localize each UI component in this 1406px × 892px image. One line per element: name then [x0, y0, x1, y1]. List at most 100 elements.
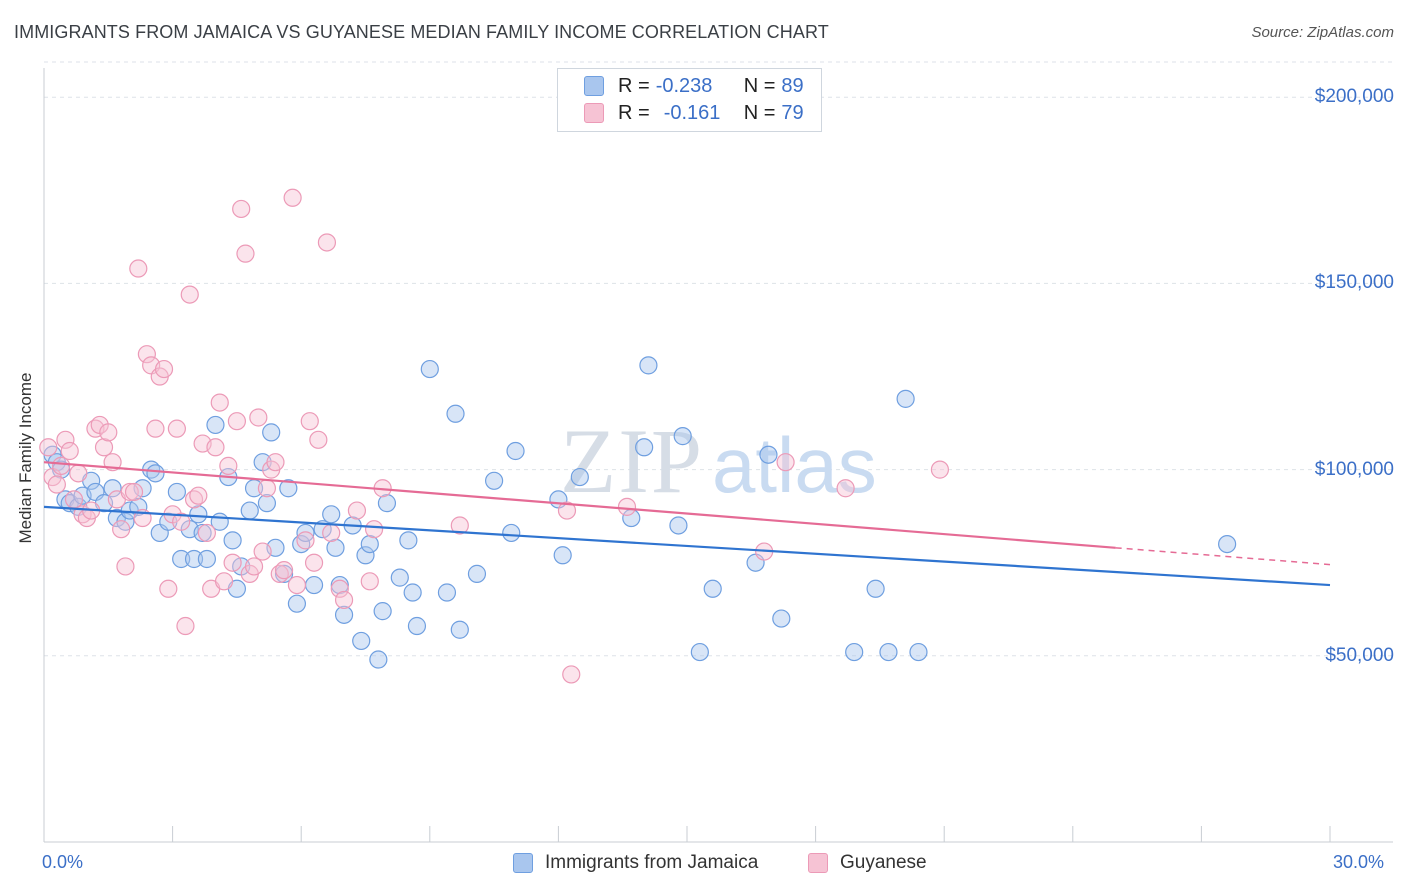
data-point [236, 244, 255, 263]
data-point [56, 430, 75, 449]
y-axis-label: Median Family Income [16, 372, 35, 544]
series-legend-label: Guyanese [840, 852, 927, 873]
data-point [197, 523, 216, 543]
trend-line-extension [1115, 547, 1331, 566]
data-point [369, 650, 388, 669]
y-tick-label: $150,000 [1314, 272, 1394, 294]
data-point [64, 490, 84, 509]
data-point [506, 441, 525, 461]
data-point [467, 564, 487, 583]
data-point [485, 471, 504, 490]
data-point [159, 579, 178, 598]
data-point [334, 590, 354, 610]
data-point [360, 534, 379, 554]
data-point [930, 460, 950, 479]
data-point [300, 412, 319, 431]
data-point [60, 441, 79, 461]
data-point [373, 602, 392, 621]
data-point [206, 438, 225, 457]
data-point [129, 259, 148, 278]
data-point [210, 393, 229, 412]
data-point [617, 497, 637, 516]
data-point [360, 572, 379, 591]
data-point [326, 538, 345, 557]
data-point [287, 594, 307, 613]
data-point [450, 516, 469, 535]
legend-n-value: 89 [781, 74, 804, 97]
data-point [296, 523, 315, 543]
data-point [257, 479, 277, 498]
data-point [172, 512, 191, 531]
data-point [124, 482, 144, 502]
y-tick-label: $200,000 [1314, 86, 1394, 108]
data-point [879, 642, 898, 662]
data-point [317, 233, 337, 252]
legend-r-label: R = [618, 101, 650, 124]
legend-row-guyanese: R = -0.161 N = 79 [584, 100, 804, 126]
data-point [172, 549, 191, 569]
legend-row-jamaica: R = -0.238 N = 89 [584, 73, 804, 99]
data-point [364, 520, 384, 539]
data-point [1218, 534, 1237, 554]
x-tick-label-max: 30.0% [1333, 852, 1385, 872]
series-legend: Immigrants from Jamaica Guyanese [0, 852, 1406, 878]
data-point [690, 642, 709, 662]
data-point [437, 583, 457, 602]
data-point [214, 572, 234, 591]
data-point [703, 579, 722, 598]
data-point [120, 482, 139, 502]
data-point [176, 616, 195, 636]
data-point [322, 505, 341, 524]
data-point [137, 345, 156, 364]
data-point [450, 620, 469, 639]
data-point [304, 575, 324, 595]
data-point [403, 583, 422, 602]
y-tick-label: $50,000 [1325, 644, 1394, 666]
data-point [635, 438, 654, 457]
data-point [772, 609, 791, 628]
data-point [562, 665, 581, 684]
data-point [227, 412, 246, 431]
data-point [197, 549, 216, 569]
data-point [669, 516, 688, 535]
data-point [776, 453, 795, 472]
data-point [249, 408, 268, 427]
data-point [296, 531, 315, 550]
data-point [390, 568, 409, 587]
data-point [330, 579, 349, 598]
data-point [356, 546, 375, 565]
data-point [69, 464, 88, 483]
data-point [309, 430, 328, 449]
data-point [673, 427, 692, 446]
data-point [570, 467, 589, 487]
data-point [47, 475, 66, 494]
data-point [420, 359, 439, 379]
data-point [232, 199, 251, 219]
series-swatch-guyanese [808, 853, 828, 873]
stats-legend: R = -0.238 N = 89 R = -0.161 N = 79 [557, 68, 822, 132]
data-point [99, 423, 118, 442]
data-point [274, 561, 294, 580]
data-point [377, 494, 397, 513]
data-point [240, 501, 259, 520]
data-point [279, 479, 298, 498]
series-swatch-jamaica [513, 853, 533, 873]
legend-r-label: R = [618, 74, 650, 97]
data-point [557, 501, 577, 520]
trend-line [43, 461, 1116, 549]
data-point [909, 642, 928, 662]
data-point [334, 605, 354, 624]
series-legend-guyanese: Guyanese [808, 852, 927, 874]
data-point [257, 494, 277, 513]
data-point [112, 520, 131, 539]
data-point [304, 553, 324, 572]
data-point [896, 389, 915, 408]
trend-line [43, 505, 1331, 587]
x-tick-label-min: 0.0% [42, 852, 84, 872]
data-point [502, 523, 521, 543]
data-point [845, 642, 864, 662]
watermark-atlas: atlas [712, 421, 877, 509]
legend-n-label: N = [743, 74, 776, 97]
data-point [180, 285, 199, 304]
data-point [154, 359, 174, 379]
